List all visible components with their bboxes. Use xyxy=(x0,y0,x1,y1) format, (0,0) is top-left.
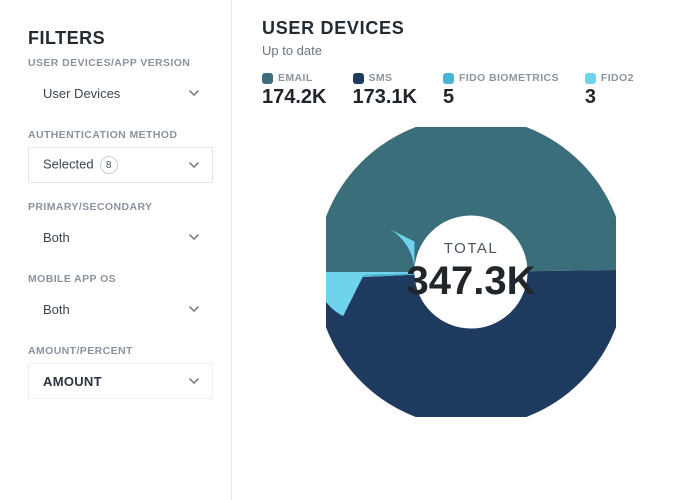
chevron-down-icon xyxy=(186,301,202,317)
legend-name: EMAIL xyxy=(278,72,313,84)
legend-value: 5 xyxy=(443,86,559,109)
legend-value: 174.2K xyxy=(262,86,327,109)
filter-label: PRIMARY/SECONDARY xyxy=(28,201,213,213)
page-title: USER DEVICES xyxy=(262,18,680,39)
filter-select[interactable]: Both xyxy=(28,291,213,327)
filter-group: MOBILE APP OS Both xyxy=(28,273,213,327)
filter-select[interactable]: AMOUNT xyxy=(28,363,213,399)
filters-sidebar: FILTERS USER DEVICES/APP VERSION User Dev… xyxy=(0,0,232,500)
filter-count-badge: 8 xyxy=(100,156,118,174)
chevron-down-icon xyxy=(186,229,202,245)
chart-legend: EMAIL174.2KSMS173.1KFIDO BIOMETRICS5FIDO… xyxy=(262,72,680,109)
filters-title: FILTERS xyxy=(28,28,213,49)
filter-group: USER DEVICES/APP VERSION User Devices xyxy=(28,57,213,111)
total-value: 347.3K xyxy=(407,259,536,304)
filter-label: MOBILE APP OS xyxy=(28,273,213,285)
filters-list: USER DEVICES/APP VERSION User Devices AUTH… xyxy=(28,57,213,399)
total-label: TOTAL xyxy=(444,240,498,257)
filter-select-label: Both xyxy=(43,230,70,245)
filter-group: AMOUNT/PERCENT AMOUNT xyxy=(28,345,213,399)
legend-item-top: SMS xyxy=(353,72,418,84)
donut-center: TOTAL 347.3K xyxy=(326,127,616,417)
filter-select-label: Both xyxy=(43,302,70,317)
filter-select[interactable]: User Devices xyxy=(28,75,213,111)
donut-chart-wrap: TOTAL 347.3K xyxy=(262,127,680,417)
filter-select[interactable]: Both xyxy=(28,219,213,255)
legend-item: FIDO BIOMETRICS 5 xyxy=(443,72,559,109)
legend-item-top: FIDO BIOMETRICS xyxy=(443,72,559,84)
status-subtext: Up to date xyxy=(262,43,680,58)
legend-value: 173.1K xyxy=(353,86,418,109)
filter-group: PRIMARY/SECONDARY Both xyxy=(28,201,213,255)
main-panel: USER DEVICES Up to date EMAIL 174.2K SMS 17… xyxy=(232,0,700,500)
legend-swatch xyxy=(353,73,364,84)
legend-swatch xyxy=(585,73,596,84)
filter-label: AMOUNT/PERCENT xyxy=(28,345,213,357)
filter-label: USER DEVICES/APP VERSION xyxy=(28,57,213,69)
chevron-down-icon xyxy=(186,157,202,173)
legend-item-top: EMAIL xyxy=(262,72,327,84)
legend-swatch xyxy=(443,73,454,84)
legend-item-top: FIDO2 xyxy=(585,72,634,84)
chevron-down-icon xyxy=(186,373,202,389)
legend-name: SMS xyxy=(369,72,393,84)
filter-label: AUTHENTICATION METHOD xyxy=(28,129,213,141)
filter-group: AUTHENTICATION METHOD Selected8 xyxy=(28,129,213,183)
filter-select[interactable]: Selected8 xyxy=(28,147,213,183)
donut-chart: TOTAL 347.3K xyxy=(326,127,616,417)
legend-name: FIDO2 xyxy=(601,72,634,84)
filter-select-label: User Devices xyxy=(43,86,120,101)
legend-name: FIDO BIOMETRICS xyxy=(459,72,559,84)
filter-select-label: Selected8 xyxy=(43,156,118,174)
legend-item: EMAIL 174.2K xyxy=(262,72,327,109)
legend-value: 3 xyxy=(585,86,634,109)
legend-item: SMS 173.1K xyxy=(353,72,418,109)
legend-item: FIDO2 3 xyxy=(585,72,634,109)
app-layout: FILTERS USER DEVICES/APP VERSION User Dev… xyxy=(0,0,700,500)
filter-select-label: AMOUNT xyxy=(43,374,102,389)
chevron-down-icon xyxy=(186,85,202,101)
legend-swatch xyxy=(262,73,273,84)
